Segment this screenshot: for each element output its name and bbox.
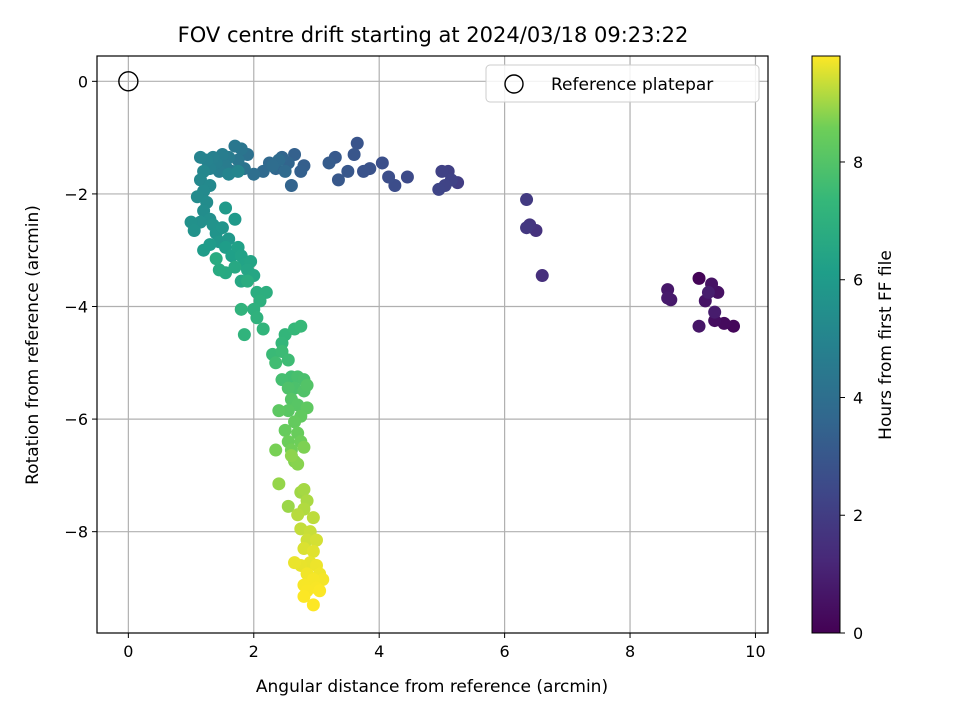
data-point <box>272 404 286 418</box>
legend-box <box>485 64 760 103</box>
data-point <box>281 404 295 418</box>
x-tick-label: 0 <box>123 642 133 661</box>
colorbar-gradient <box>811 55 841 634</box>
data-point <box>661 291 675 305</box>
data-point <box>193 150 207 164</box>
x-tick-label: 6 <box>500 642 510 661</box>
data-point <box>708 305 722 319</box>
data-point <box>197 243 211 257</box>
data-point <box>306 544 320 558</box>
legend: Reference platepar <box>485 64 760 103</box>
legend-marker-icon <box>504 74 524 94</box>
x-tick-label: 4 <box>374 642 384 661</box>
data-point <box>309 533 323 547</box>
x-tick-label: 8 <box>625 642 635 661</box>
data-point <box>306 511 320 525</box>
y-tick-label: −4 <box>64 298 88 317</box>
data-point <box>300 378 314 392</box>
colorbar-tick-label: 6 <box>853 271 863 290</box>
data-point <box>281 381 295 395</box>
data-point <box>241 274 255 288</box>
data-point <box>272 477 286 491</box>
data-point <box>520 221 534 235</box>
plot-frame <box>96 55 769 634</box>
data-point <box>701 285 715 299</box>
colorbar-tick-label: 2 <box>853 506 863 525</box>
data-point <box>231 164 245 178</box>
data-point <box>297 440 311 454</box>
data-point <box>234 302 248 316</box>
data-point <box>350 136 364 150</box>
data-point <box>297 589 311 603</box>
x-tick-label: 2 <box>249 642 259 661</box>
data-point <box>193 173 207 187</box>
data-point <box>228 260 242 274</box>
data-point <box>187 224 201 238</box>
data-point <box>281 353 295 367</box>
data-point <box>341 164 355 178</box>
x-tick-label: 10 <box>745 642 765 661</box>
y-tick-label: −2 <box>64 185 88 204</box>
data-point <box>278 164 292 178</box>
data-point <box>284 178 298 192</box>
data-point <box>375 156 389 170</box>
y-tick-label: −8 <box>64 523 88 542</box>
grid-layer <box>97 56 768 633</box>
data-point <box>432 182 446 196</box>
data-point <box>435 164 449 178</box>
data-point <box>400 170 414 184</box>
data-point <box>209 252 223 266</box>
data-point <box>237 328 251 342</box>
data-point <box>692 271 706 285</box>
data-point <box>266 159 280 173</box>
colorbar-tick-label: 8 <box>853 153 863 172</box>
colorbar-tick-label: 0 <box>853 624 863 643</box>
x-axis-label: Angular distance from reference (arcmin) <box>256 677 608 697</box>
data-point <box>284 449 298 463</box>
data-point <box>281 499 295 513</box>
data-point <box>291 508 305 522</box>
data-point <box>256 322 270 336</box>
data-point <box>269 356 283 370</box>
data-point <box>288 556 302 570</box>
data-point <box>306 598 320 612</box>
data-point <box>247 167 261 181</box>
data-point <box>347 148 361 162</box>
data-point <box>278 423 292 437</box>
colorbar: 0 2 4 6 8 Hours from first FF file <box>811 55 896 643</box>
data-point <box>288 415 302 429</box>
data-point <box>297 482 311 496</box>
colorbar-ticks: 0 2 4 6 8 <box>840 153 863 643</box>
data-point <box>269 443 283 457</box>
data-point <box>331 173 345 187</box>
y-tick-label: −6 <box>64 410 88 429</box>
chart-title: FOV centre drift starting at 2024/03/18 … <box>178 23 689 47</box>
data-point <box>215 221 229 235</box>
colorbar-label: Hours from first FF file <box>876 250 896 440</box>
data-point <box>212 263 226 277</box>
points-layer <box>118 71 741 612</box>
legend-entry-label: Reference platepar <box>551 75 713 95</box>
y-axis-label: Rotation from reference (arcmin) <box>23 205 43 485</box>
data-point <box>219 201 233 215</box>
data-point <box>190 190 204 204</box>
y-tick-label: 0 <box>78 72 88 91</box>
data-point <box>535 269 549 283</box>
data-point <box>692 319 706 333</box>
colorbar-tick-label: 4 <box>853 388 863 407</box>
data-point <box>313 584 327 598</box>
data-point <box>228 139 242 153</box>
data-point <box>382 170 396 184</box>
data-point <box>357 164 371 178</box>
data-point <box>228 212 242 226</box>
ticks-layer: 0 2 4 6 8 10 0 −2 −4 −6 −8 <box>64 72 765 661</box>
data-point <box>520 193 534 207</box>
data-point <box>250 311 264 325</box>
data-point <box>294 319 308 333</box>
reference-platepar-marker <box>118 71 139 92</box>
data-point <box>322 156 336 170</box>
data-point <box>294 164 308 178</box>
